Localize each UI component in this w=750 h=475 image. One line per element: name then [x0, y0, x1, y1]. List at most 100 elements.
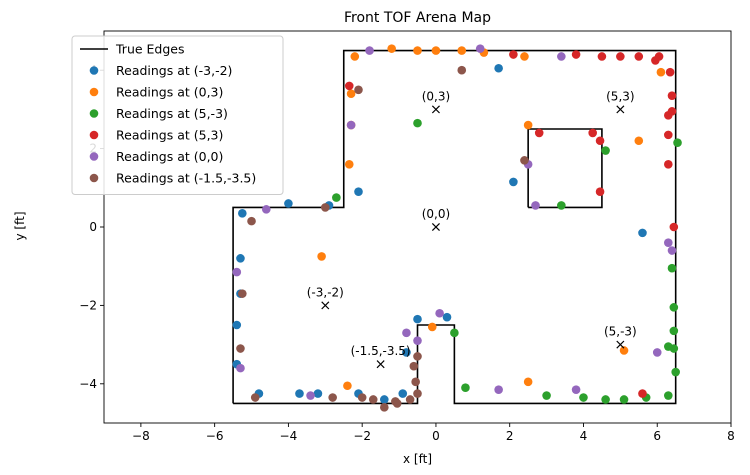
data-point — [595, 136, 605, 146]
annotation-label: (0,3) — [422, 89, 450, 103]
data-point — [671, 367, 680, 377]
data-point — [664, 391, 673, 400]
data-point — [344, 81, 354, 91]
data-point — [588, 128, 597, 138]
data-point — [320, 203, 330, 212]
legend-marker — [89, 152, 99, 161]
data-point — [664, 238, 673, 247]
data-point — [523, 120, 533, 130]
data-point — [557, 52, 566, 61]
data-point — [601, 146, 610, 155]
data-point — [411, 377, 420, 387]
x-marker — [376, 360, 385, 369]
legend: True Edges Readings at (-3,-2) Readings at… — [71, 35, 284, 195]
legend-marker — [89, 109, 99, 118]
annotation-label: (-1.5,-3.5) — [351, 344, 411, 358]
data-point — [368, 395, 378, 404]
data-point — [634, 52, 644, 61]
annotation-2: (0,0) — [422, 207, 450, 232]
data-point — [442, 312, 452, 322]
annotation-label: (0,0) — [422, 207, 450, 221]
data-point — [346, 120, 356, 130]
annotation-0: (0,3) — [422, 89, 450, 114]
data-point — [450, 328, 459, 338]
data-point — [664, 159, 673, 169]
legend-label: Readings at (-1.5,-3.5) — [116, 171, 256, 186]
annotation-3: (-3,-2) — [307, 285, 344, 310]
data-point — [435, 308, 444, 318]
x-marker — [616, 340, 625, 349]
chart-title: Front TOF Arena Map — [344, 10, 491, 26]
data-point — [669, 326, 679, 336]
data-point — [595, 187, 605, 197]
data-point — [520, 156, 529, 165]
legend-box — [71, 35, 284, 195]
data-point — [557, 201, 566, 210]
series-2 — [332, 118, 682, 404]
series-5 — [236, 65, 529, 412]
data-point — [616, 52, 625, 61]
annotation-label: (5,-3) — [604, 325, 637, 339]
x-tick-label: 4 — [580, 429, 588, 443]
x-marker — [616, 105, 625, 114]
legend-marker — [89, 173, 99, 183]
data-point — [284, 199, 293, 208]
data-point — [673, 138, 682, 148]
y-tick-label: −4 — [79, 377, 97, 391]
data-point — [350, 52, 360, 61]
x-tick-label: 8 — [727, 429, 735, 443]
legend-label: Readings at (5,3) — [116, 128, 223, 143]
data-point — [667, 107, 677, 116]
legend-item-4: Readings at (0,0) — [89, 149, 223, 164]
data-point — [357, 393, 367, 402]
data-point — [457, 65, 467, 75]
data-point — [571, 385, 581, 394]
y-tick-label: 0 — [89, 220, 97, 234]
data-point — [601, 395, 610, 404]
data-point — [638, 228, 647, 238]
x-tick-label: −4 — [280, 429, 298, 443]
data-point — [295, 389, 304, 398]
data-point — [652, 348, 662, 357]
data-point — [413, 352, 422, 361]
data-point — [346, 89, 356, 99]
y-tick-label: −2 — [79, 298, 97, 312]
legend-label: Readings at (0,3) — [116, 85, 223, 100]
data-point — [619, 346, 629, 355]
data-point — [402, 348, 411, 357]
x-tick-label: −2 — [353, 429, 371, 443]
x-axis-label: x [ft] — [403, 452, 432, 466]
data-point — [427, 322, 437, 332]
data-point — [398, 389, 408, 398]
data-point — [654, 52, 664, 61]
data-point — [387, 44, 396, 53]
data-point — [413, 389, 422, 398]
legend-item-5: Readings at (-1.5,-3.5) — [89, 171, 256, 186]
data-point — [261, 205, 271, 214]
legend-item-1: Readings at (0,3) — [89, 85, 223, 100]
y-axis-label: y [ft] — [13, 212, 27, 241]
data-point — [236, 254, 245, 263]
data-point — [313, 389, 323, 398]
x-marker — [431, 105, 440, 114]
annotation-4: (5,-3) — [604, 325, 637, 349]
data-point — [238, 208, 247, 218]
data-point — [457, 46, 467, 55]
data-point — [667, 246, 677, 255]
data-point — [413, 118, 422, 128]
x-tick-label: −6 — [206, 429, 224, 443]
data-point — [531, 201, 540, 210]
true-edges-inner — [527, 128, 603, 209]
legend-label: Readings at (-3,-2) — [116, 63, 232, 78]
legend-label: Readings at (5,-3) — [116, 106, 228, 121]
annotation-1: (5,3) — [606, 89, 635, 114]
annotation-5: (-1.5,-3.5) — [351, 344, 411, 369]
data-point — [494, 63, 503, 73]
data-point — [232, 320, 242, 330]
data-point — [669, 344, 679, 353]
data-point — [306, 391, 315, 400]
data-point — [669, 303, 679, 312]
annotation-label: (5,3) — [606, 89, 634, 103]
